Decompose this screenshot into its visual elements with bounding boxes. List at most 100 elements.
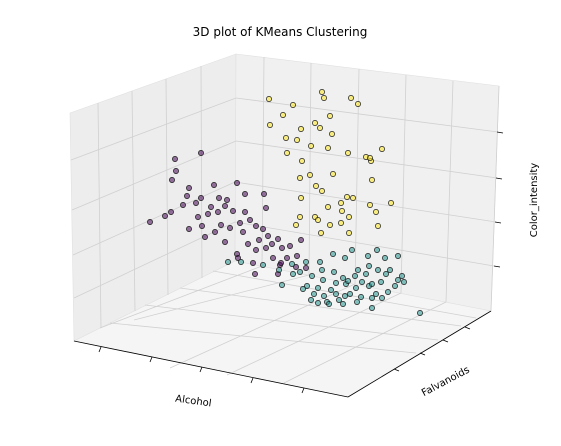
data-point-cluster-2 — [339, 208, 345, 214]
data-point-cluster-2 — [327, 222, 333, 228]
data-point-cluster-1 — [333, 280, 339, 286]
data-point-cluster-0 — [263, 245, 269, 251]
scatter-points — [147, 89, 423, 316]
data-point-cluster-1 — [395, 253, 401, 259]
data-point-cluster-2 — [344, 194, 350, 200]
data-point-cluster-0 — [250, 260, 256, 266]
data-point-cluster-1 — [369, 281, 375, 287]
data-point-cluster-0 — [186, 185, 192, 191]
data-point-cluster-1 — [342, 255, 348, 261]
data-point-cluster-2 — [294, 137, 300, 143]
z-axis-label: Color_intensity — [529, 163, 540, 238]
data-point-cluster-0 — [242, 191, 248, 197]
data-point-cluster-0 — [193, 200, 199, 206]
data-point-cluster-1 — [336, 297, 342, 303]
data-point-cluster-1 — [300, 286, 306, 292]
data-point-cluster-1 — [326, 301, 332, 307]
data-point-cluster-2 — [317, 125, 323, 131]
data-point-cluster-1 — [395, 277, 401, 283]
data-point-cluster-0 — [230, 208, 236, 214]
data-point-cluster-1 — [315, 285, 321, 291]
data-point-cluster-0 — [298, 237, 304, 243]
data-point-cluster-2 — [350, 195, 356, 201]
data-point-cluster-1 — [303, 259, 309, 265]
data-point-cluster-2 — [325, 204, 331, 210]
data-point-cluster-0 — [270, 255, 276, 261]
data-point-cluster-0 — [198, 150, 204, 156]
data-point-cluster-2 — [319, 188, 325, 194]
data-point-cluster-0 — [269, 241, 275, 247]
data-point-cluster-0 — [253, 223, 259, 229]
gridlines — [70, 56, 499, 384]
data-point-cluster-0 — [265, 233, 271, 239]
data-point-cluster-1 — [340, 301, 346, 307]
data-point-cluster-0 — [212, 229, 218, 235]
data-point-cluster-1 — [359, 279, 365, 285]
data-point-cluster-2 — [327, 113, 333, 119]
data-point-cluster-1 — [369, 295, 375, 301]
data-point-cluster-1 — [373, 291, 379, 297]
data-point-cluster-2 — [267, 122, 273, 128]
data-point-cluster-1 — [238, 259, 244, 265]
data-point-cluster-2 — [369, 177, 375, 183]
data-point-cluster-0 — [222, 203, 228, 209]
data-point-cluster-2 — [367, 202, 373, 208]
data-point-cluster-2 — [283, 135, 289, 141]
data-point-cluster-1 — [290, 271, 296, 277]
data-point-cluster-1 — [311, 291, 317, 297]
data-point-cluster-0 — [240, 229, 246, 235]
data-point-cluster-1 — [330, 251, 336, 257]
data-point-cluster-0 — [227, 225, 233, 231]
data-point-cluster-0 — [198, 195, 204, 201]
data-point-cluster-2 — [348, 95, 354, 101]
data-point-cluster-1 — [345, 278, 351, 284]
data-point-cluster-1 — [352, 273, 358, 279]
data-point-cluster-1 — [276, 267, 282, 273]
data-point-cluster-1 — [320, 277, 326, 283]
data-point-cluster-1 — [363, 271, 369, 277]
data-point-cluster-1 — [366, 263, 372, 269]
data-point-cluster-1 — [365, 253, 371, 259]
data-point-cluster-0 — [199, 223, 205, 229]
data-point-cluster-2 — [375, 223, 381, 229]
data-point-cluster-0 — [245, 241, 251, 247]
data-point-cluster-2 — [338, 220, 344, 226]
data-point-cluster-1 — [347, 291, 353, 297]
data-point-cluster-0 — [224, 197, 230, 203]
data-point-cluster-1 — [399, 273, 405, 279]
data-point-cluster-0 — [147, 219, 153, 225]
data-point-cluster-2 — [297, 175, 303, 181]
data-point-cluster-1 — [353, 285, 359, 291]
data-point-cluster-1 — [401, 279, 407, 285]
data-point-cluster-1 — [289, 261, 295, 267]
data-point-cluster-2 — [284, 150, 290, 156]
data-point-cluster-0 — [237, 220, 243, 226]
chart-title: 3D plot of KMeans Clustering — [193, 25, 368, 39]
data-point-cluster-2 — [293, 222, 299, 228]
data-point-cluster-0 — [211, 182, 217, 188]
data-point-cluster-1 — [382, 255, 388, 261]
data-point-cluster-1 — [387, 267, 393, 273]
data-point-cluster-0 — [278, 260, 284, 266]
data-point-cluster-1 — [383, 271, 389, 277]
data-point-cluster-1 — [375, 267, 381, 273]
x-axis-label: Alcohol — [175, 394, 213, 410]
data-point-cluster-0 — [195, 214, 201, 220]
data-point-cluster-2 — [355, 101, 361, 107]
data-point-cluster-0 — [247, 217, 253, 223]
data-point-cluster-2 — [388, 200, 394, 206]
data-point-cluster-2 — [367, 155, 373, 161]
data-point-cluster-0 — [279, 245, 285, 251]
data-point-cluster-2 — [330, 171, 336, 177]
data-point-cluster-0 — [303, 265, 309, 271]
data-point-cluster-1 — [333, 291, 339, 297]
data-point-cluster-1 — [328, 287, 334, 293]
data-point-cluster-1 — [378, 279, 384, 285]
data-point-cluster-2 — [329, 131, 335, 137]
y-axis-label: Falvanoids — [420, 365, 472, 399]
data-point-cluster-1 — [308, 297, 314, 303]
data-point-cluster-0 — [202, 234, 208, 240]
data-point-cluster-2 — [325, 145, 331, 151]
data-point-cluster-2 — [280, 112, 286, 118]
